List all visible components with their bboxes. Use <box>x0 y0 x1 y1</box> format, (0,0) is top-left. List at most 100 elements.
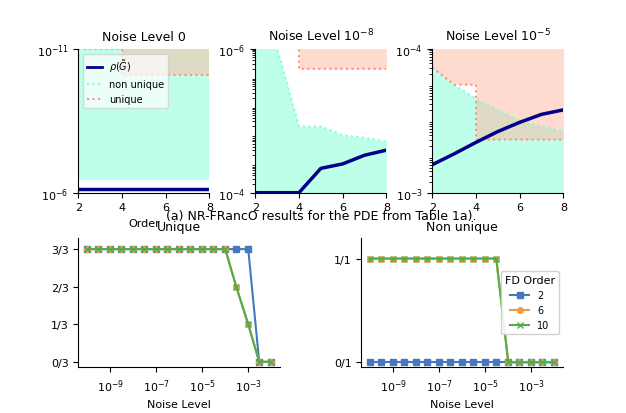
10 <box>493 256 500 261</box>
$\rho(\tilde{G})$ <box>205 187 213 192</box>
6 <box>377 256 385 261</box>
6 <box>470 256 477 261</box>
2 <box>550 360 558 365</box>
$\rho(\tilde{G})$ <box>450 152 458 157</box>
10 <box>255 359 263 364</box>
$\rho(\tilde{G})$ <box>118 187 126 192</box>
2 <box>377 360 385 365</box>
10 <box>538 360 546 365</box>
$\rho(\tilde{G})$ <box>317 166 324 171</box>
6 <box>267 359 275 364</box>
2 <box>459 360 466 365</box>
$\rho(\tilde{G})$ <box>538 113 545 118</box>
Text: (a) NR-FRancO results for the PDE from Table 1a).: (a) NR-FRancO results for the PDE from T… <box>165 209 476 222</box>
Line: 6: 6 <box>85 247 274 365</box>
2 <box>198 247 206 252</box>
10 <box>267 359 275 364</box>
Title: Non unique: Non unique <box>426 220 498 233</box>
10 <box>481 256 489 261</box>
6 <box>413 256 420 261</box>
10 <box>413 256 420 261</box>
6 <box>130 247 137 252</box>
2 <box>481 360 489 365</box>
2 <box>175 247 183 252</box>
2 <box>367 360 374 365</box>
6 <box>493 256 500 261</box>
10 <box>401 256 408 261</box>
6 <box>505 360 512 365</box>
2 <box>267 359 275 364</box>
6 <box>153 247 160 252</box>
2 <box>424 360 431 365</box>
2 <box>222 247 229 252</box>
6 <box>367 256 374 261</box>
2 <box>255 359 263 364</box>
10 <box>95 247 102 252</box>
10 <box>232 285 240 290</box>
6 <box>515 360 523 365</box>
X-axis label: Noise Level: Noise Level <box>431 399 495 409</box>
10 <box>163 247 171 252</box>
6 <box>538 360 546 365</box>
Line: 2: 2 <box>367 360 557 365</box>
10 <box>153 247 160 252</box>
Title: Noise Level $10^{-5}$: Noise Level $10^{-5}$ <box>445 28 551 44</box>
Line: 10: 10 <box>85 247 274 365</box>
10 <box>389 256 397 261</box>
$\rho(\tilde{G})$ <box>494 130 501 135</box>
6 <box>528 360 535 365</box>
10 <box>377 256 385 261</box>
6 <box>175 247 183 252</box>
6 <box>255 359 263 364</box>
2 <box>389 360 397 365</box>
10 <box>141 247 148 252</box>
6 <box>481 256 489 261</box>
6 <box>198 247 206 252</box>
$\rho(\tilde{G})$ <box>472 140 480 145</box>
2 <box>187 247 194 252</box>
Title: Unique: Unique <box>157 220 202 233</box>
$\rho(\tilde{G})$ <box>361 153 368 158</box>
10 <box>367 256 374 261</box>
Line: 10: 10 <box>367 256 557 365</box>
2 <box>130 247 137 252</box>
10 <box>84 247 91 252</box>
2 <box>538 360 546 365</box>
2 <box>401 360 408 365</box>
$\rho(\tilde{G})$ <box>516 121 523 126</box>
2 <box>106 247 114 252</box>
6 <box>222 247 229 252</box>
10 <box>222 247 229 252</box>
Line: $\rho(\tilde{G})$: $\rho(\tilde{G})$ <box>433 111 563 165</box>
10 <box>118 247 125 252</box>
6 <box>401 256 408 261</box>
10 <box>210 247 217 252</box>
6 <box>245 322 252 327</box>
Line: 2: 2 <box>85 247 274 365</box>
2 <box>528 360 535 365</box>
2 <box>95 247 102 252</box>
6 <box>446 256 454 261</box>
6 <box>459 256 466 261</box>
$\rho(\tilde{G})$ <box>162 187 170 192</box>
10 <box>470 256 477 261</box>
$\rho(\tilde{G})$ <box>140 187 148 192</box>
10 <box>550 360 558 365</box>
10 <box>424 256 431 261</box>
6 <box>550 360 558 365</box>
Line: 6: 6 <box>367 256 557 365</box>
6 <box>118 247 125 252</box>
2 <box>84 247 91 252</box>
2 <box>493 360 500 365</box>
2 <box>153 247 160 252</box>
6 <box>163 247 171 252</box>
2 <box>505 360 512 365</box>
10 <box>175 247 183 252</box>
Legend: 2, 6, 10: 2, 6, 10 <box>501 272 558 334</box>
10 <box>459 256 466 261</box>
$\rho(\tilde{G})$ <box>429 163 436 168</box>
$\rho(\tilde{G})$ <box>274 191 281 196</box>
$\rho(\tilde{G})$ <box>382 148 390 153</box>
10 <box>187 247 194 252</box>
10 <box>515 360 523 365</box>
